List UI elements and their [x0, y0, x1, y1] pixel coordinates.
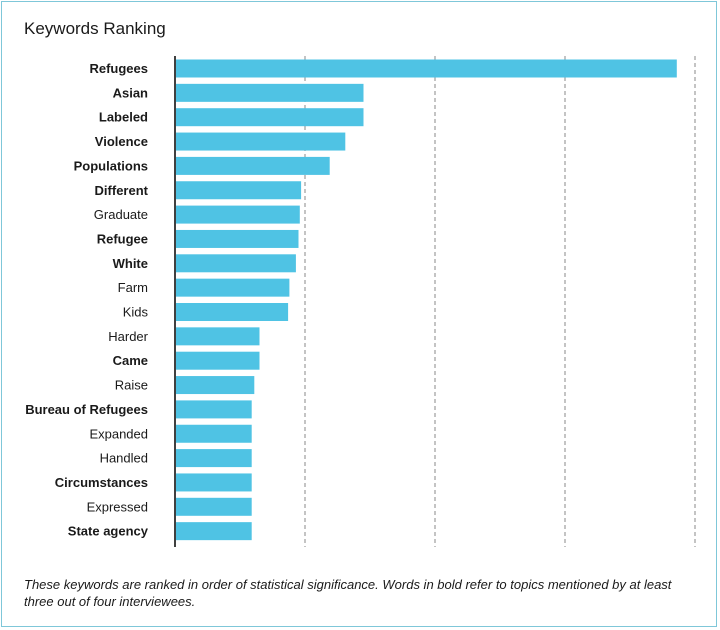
- category-label: Violence: [95, 134, 148, 149]
- bar: [176, 376, 255, 395]
- gridlines: [304, 56, 696, 547]
- bar: [176, 229, 299, 248]
- category-label: Labeled: [99, 110, 148, 125]
- category-label: Harder: [108, 329, 148, 344]
- bar: [176, 424, 252, 443]
- category-label: Expressed: [87, 499, 148, 514]
- bar: [176, 156, 330, 175]
- bar: [176, 351, 260, 370]
- bar: [176, 83, 364, 102]
- bar: [176, 327, 260, 346]
- bar: [176, 59, 677, 78]
- bar: [176, 449, 252, 468]
- bar: [176, 497, 252, 516]
- footnote: These keywords are ranked in order of st…: [24, 577, 672, 609]
- category-label: Kids: [123, 305, 149, 320]
- bars: [176, 59, 677, 541]
- category-label: Asian: [113, 85, 148, 100]
- bar: [176, 254, 296, 273]
- category-label: Circumstances: [55, 475, 148, 490]
- category-label: Refugees: [89, 61, 148, 76]
- category-label: State agency: [68, 524, 149, 539]
- category-label: Populations: [74, 158, 148, 173]
- chart-title: Keywords Ranking: [24, 19, 166, 38]
- bar: [176, 181, 302, 200]
- bar: [176, 400, 252, 419]
- category-label: White: [113, 256, 148, 271]
- bar: [176, 473, 252, 492]
- category-label: Refugee: [97, 231, 148, 246]
- bar: [176, 522, 252, 541]
- category-label: Raise: [115, 378, 148, 393]
- bar: [176, 205, 300, 224]
- bar: [176, 303, 289, 321]
- category-labels: Refugees Asian Labeled Violence Populations D…: [25, 61, 149, 539]
- category-label: Different: [95, 183, 149, 198]
- category-label: Bureau of Refugees: [25, 402, 148, 417]
- bar: [176, 132, 346, 151]
- category-label: Graduate: [94, 207, 148, 222]
- category-label: Came: [113, 353, 148, 368]
- bar: [176, 278, 290, 297]
- category-label: Expanded: [89, 426, 148, 441]
- category-label: Handled: [100, 451, 148, 466]
- bar: [176, 108, 364, 127]
- category-label: Farm: [118, 280, 148, 295]
